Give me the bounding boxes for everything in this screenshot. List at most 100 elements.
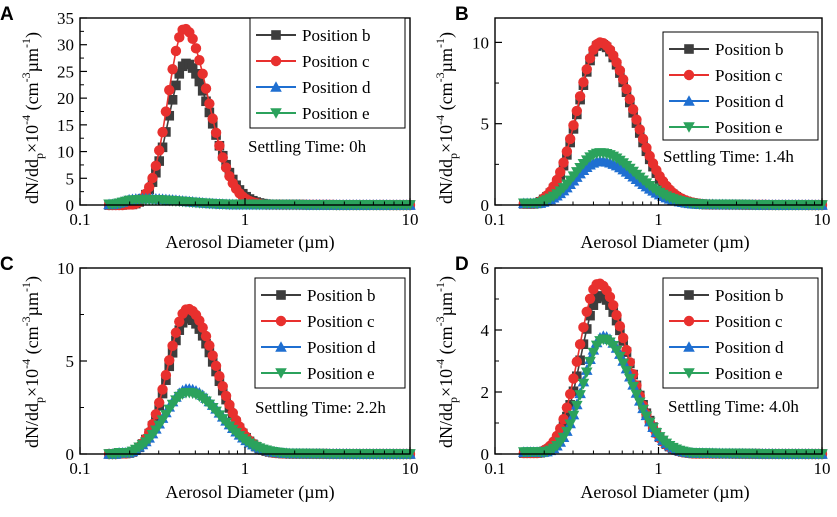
legend-marker — [270, 55, 282, 67]
data-point — [620, 366, 633, 377]
data-point — [578, 322, 589, 333]
data-point — [564, 133, 576, 145]
legend-marker — [270, 81, 282, 92]
legend-label: Position d — [715, 338, 784, 357]
panel-c: C 0.1 1 10 0 5 10 Aerosol Diameter (µm) dN/ddp×1… — [0, 254, 419, 503]
data-point — [555, 423, 566, 434]
data-point — [154, 156, 165, 166]
data-point — [574, 390, 586, 401]
data-point — [220, 162, 232, 173]
y-tick-label: 5 — [66, 169, 75, 188]
y-axis-title: dN/ddp×10-4 (cm-3µm-1) — [19, 276, 46, 448]
data-point — [584, 293, 596, 304]
legend-marker — [683, 69, 695, 81]
data-point — [584, 356, 596, 368]
x-tick-label: 0.1 — [69, 459, 90, 478]
data-point — [200, 330, 212, 342]
y-tick-label: 10 — [57, 259, 74, 278]
legend-label: Position c — [715, 312, 783, 331]
data-point — [617, 74, 629, 85]
data-point — [551, 174, 563, 186]
data-point — [621, 83, 632, 95]
legend-label: Position e — [307, 364, 375, 383]
data-point — [637, 404, 649, 416]
legend-marker — [275, 368, 287, 379]
data-point — [167, 347, 178, 358]
data-point — [614, 351, 626, 363]
legend-label: Position b — [307, 286, 376, 305]
data-point — [154, 145, 165, 156]
data-point — [581, 306, 592, 317]
y-tick-label: 0 — [66, 445, 75, 464]
data-point — [564, 388, 576, 400]
data-point — [164, 110, 175, 121]
data-point — [574, 91, 586, 102]
data-point — [207, 113, 218, 124]
y-tick-label: 10 — [57, 143, 74, 162]
y-tick-label: 15 — [57, 116, 74, 135]
data-point — [167, 340, 178, 352]
legend-marker — [683, 341, 695, 352]
legend-label: Position c — [307, 312, 375, 331]
data-point — [561, 146, 573, 157]
data-point — [571, 400, 583, 412]
data-point — [160, 369, 172, 381]
legend-label: Position b — [715, 40, 784, 59]
y-tick-label: 25 — [57, 62, 74, 81]
y-tick-label: 0 — [66, 196, 75, 215]
data-point — [171, 80, 181, 91]
data-point — [170, 327, 182, 338]
legend-label: Position c — [715, 66, 783, 85]
data-point — [211, 366, 221, 377]
x-tick-label: 10 — [402, 210, 419, 229]
panel-letter-a: A — [0, 4, 14, 25]
settling-time-annotation: Settling Time: 1.4h — [663, 147, 794, 166]
y-tick-label: 20 — [57, 89, 74, 108]
data-point — [567, 410, 580, 422]
panel-d: D 0.1 1 10 0 2 4 6 Aerosol Diameter (µm) dN/ddp×1… — [433, 254, 831, 503]
data-point — [571, 356, 583, 367]
legend-label: Position d — [715, 92, 784, 111]
x-tick-label: 1 — [654, 459, 663, 478]
y-tick-label: 30 — [57, 36, 74, 55]
data-point — [204, 340, 215, 351]
data-point — [204, 98, 215, 109]
y-axis-title: dN/ddp×10-4 (cm-3µm-1) — [433, 276, 460, 448]
data-point — [224, 399, 235, 411]
legend-label: Position d — [307, 338, 376, 357]
y-tick-label: 4 — [481, 321, 490, 340]
data-point — [610, 345, 623, 357]
settling-time-annotation: Settling Time: 0h — [248, 137, 367, 156]
x-tick-label: 10 — [814, 459, 831, 478]
data-point — [627, 104, 639, 115]
legend-marker — [276, 290, 286, 300]
legend-label: Position e — [715, 118, 783, 137]
legend-marker — [270, 108, 282, 119]
legend: Position b Position c Position d Position e — [254, 277, 406, 389]
data-point — [164, 361, 175, 372]
legend-marker — [275, 341, 287, 352]
data-point — [571, 105, 583, 117]
legend: Position b Position c Position d Position e — [249, 17, 406, 129]
data-point — [611, 309, 622, 321]
data-point — [171, 335, 181, 346]
data-point — [174, 316, 185, 327]
x-axis-title: Aerosol Diameter (µm) — [580, 482, 749, 503]
x-tick-label: 0.1 — [484, 210, 505, 229]
y-tick-label: 0 — [481, 445, 490, 464]
data-point — [164, 355, 175, 366]
y-axis-title: dN/ddp×10-4 (cm-3µm-1) — [433, 32, 460, 204]
data-point — [167, 63, 178, 75]
data-point — [194, 55, 205, 66]
x-tick-label: 0.1 — [69, 210, 90, 229]
legend-marker — [683, 122, 695, 133]
data-point — [604, 291, 616, 303]
data-point — [194, 76, 205, 87]
data-point — [143, 181, 155, 193]
data-point — [584, 53, 596, 64]
data-point — [214, 140, 225, 152]
legend-label: Position c — [302, 52, 370, 71]
data-point — [207, 357, 218, 367]
legend-label: Position b — [715, 286, 784, 305]
y-axis-title-text: dN/ddp×10-4 (cm-3µm-1) — [19, 32, 46, 204]
